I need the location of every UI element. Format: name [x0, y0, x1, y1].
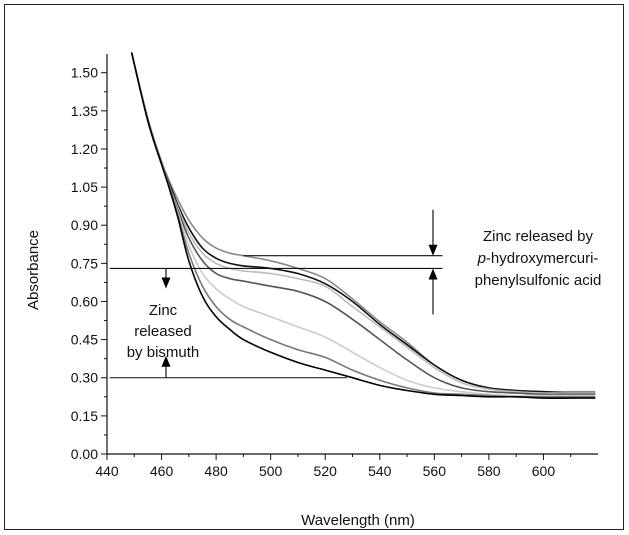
axes: 0.00 0.15 0.30 0.45 0.60 0.75 0.90 1.05 1.20 1.35… [71, 54, 598, 479]
y-tick-label: 1.05 [71, 179, 98, 195]
spectrum-line-3 [130, 52, 596, 394]
x-tick-label: 540 [368, 463, 392, 479]
x-tick-label: 600 [532, 463, 556, 479]
hmps-annotation-line-2: p-hydroxymercuri- [477, 250, 599, 267]
y-tick-label: 0.15 [71, 408, 98, 424]
x-tick-label: 440 [95, 463, 119, 479]
spectrum-line-4 [130, 52, 596, 396]
y-tick-label: 0.45 [71, 332, 98, 348]
y-tick-label: 1.20 [71, 141, 98, 157]
y-tick-label: 1.50 [71, 65, 98, 81]
spectrum-line-5 [130, 52, 596, 397]
hmps-arrow-down-head [428, 244, 438, 256]
y-tick-label: 0.00 [71, 446, 98, 462]
spectrum-line-6 [130, 52, 596, 398]
annotation-layer: Zinc released by p-hydroxymercuri- pheny… [127, 228, 602, 361]
spectrum-line-7 [130, 52, 596, 399]
x-tick-label: 580 [477, 463, 501, 479]
y-tick-label: 1.35 [71, 103, 98, 119]
series-layer [109, 52, 596, 399]
x-tick-label: 560 [423, 463, 447, 479]
x-tick-label: 500 [259, 463, 283, 479]
y-tick-label: 0.30 [71, 370, 98, 386]
y-tick-label: 0.60 [71, 293, 98, 309]
x-tick-label: 460 [150, 463, 174, 479]
spectrum-line-2 [130, 52, 596, 394]
hmps-annotation-line-1: Zinc released by [483, 228, 594, 245]
y-tick-label: 0.90 [71, 217, 98, 233]
y-axis-title: Absorbance [25, 230, 42, 310]
bismuth-annotation-line-2: released [134, 323, 192, 340]
hmps-annotation-italic-prefix: p [477, 250, 486, 267]
bismuth-arrow-up-head [161, 355, 171, 367]
hmps-arrow-up-head [428, 268, 438, 280]
bismuth-arrow-down-head [161, 277, 171, 289]
bismuth-annotation-line-1: Zinc [149, 302, 178, 319]
x-tick-label: 480 [204, 463, 228, 479]
hmps-annotation-line-2-rest: -hydroxymercuri- [486, 250, 599, 267]
x-axis-title: Wavelength (nm) [301, 512, 415, 529]
hmps-annotation-line-3: phenylsulfonic acid [475, 272, 602, 289]
y-tick-label: 0.75 [71, 255, 98, 271]
bismuth-annotation-line-3: by bismuth [127, 344, 200, 361]
x-tick-label: 520 [314, 463, 338, 479]
spectrum-line-1 [130, 52, 596, 393]
